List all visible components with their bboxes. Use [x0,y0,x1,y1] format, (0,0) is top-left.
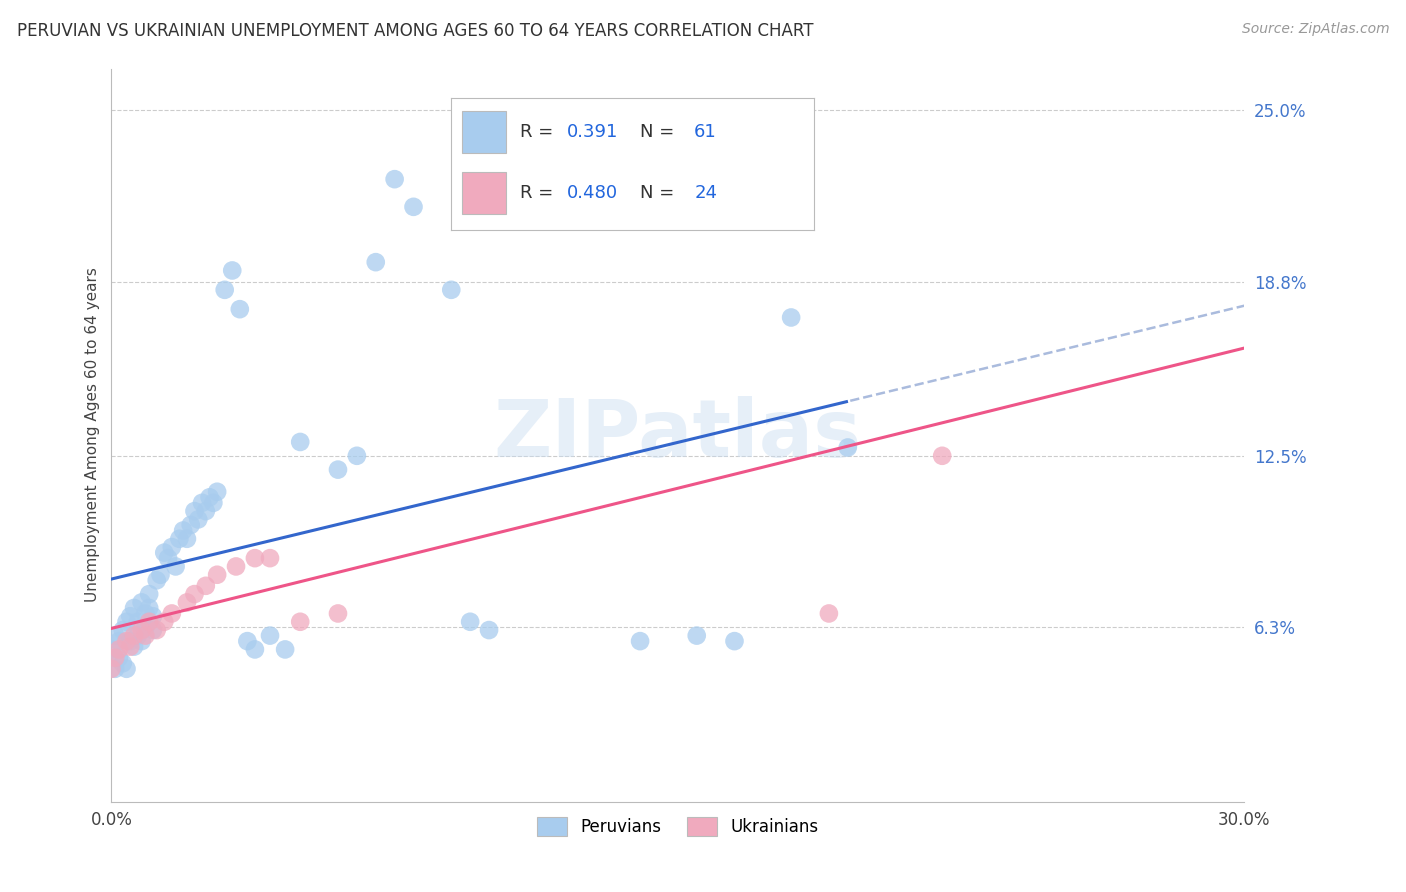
Point [111,623,134,637]
Point [145,574,167,588]
Point [122,640,145,654]
Point [160,540,183,554]
Point [176,595,198,609]
Point [686,629,709,643]
Point [440,283,463,297]
Point [120,634,142,648]
Point [290,615,312,629]
Point [931,449,953,463]
Point [243,642,266,657]
Point [153,546,176,560]
Point [145,623,167,637]
Point [131,634,153,648]
Point [134,629,156,643]
Point [131,595,153,609]
Point [236,634,259,648]
Point [176,532,198,546]
Point [198,490,221,504]
Point [100,662,122,676]
Point [205,484,228,499]
Point [108,634,131,648]
Point [115,615,138,629]
Point [134,607,156,621]
Point [104,629,127,643]
Point [120,640,142,654]
Point [142,609,165,624]
Point [478,623,501,637]
Legend: Peruvians, Ukrainians: Peruvians, Ukrainians [529,809,827,845]
Point [134,620,156,634]
Text: PERUVIAN VS UKRAINIAN UNEMPLOYMENT AMONG AGES 60 TO 64 YEARS CORRELATION CHART: PERUVIAN VS UKRAINIAN UNEMPLOYMENT AMONG… [17,22,814,40]
Point [153,615,176,629]
Point [104,662,127,676]
Point [127,615,149,629]
Point [100,642,122,657]
Point [131,623,153,637]
Point [183,504,205,518]
Point [138,615,160,629]
Point [628,634,651,648]
Point [205,567,228,582]
Point [104,650,127,665]
Point [172,524,194,538]
Point [108,650,131,665]
Point [160,607,183,621]
Point [187,512,209,526]
Point [138,601,160,615]
Point [108,642,131,657]
Point [183,587,205,601]
Point [458,615,481,629]
Point [214,283,236,297]
Point [169,532,191,546]
Text: ZIPatlas: ZIPatlas [494,396,862,474]
Point [818,607,841,621]
Point [384,172,406,186]
Point [122,629,145,643]
Point [346,449,368,463]
Point [142,623,165,637]
Point [290,434,312,449]
Point [326,607,349,621]
Point [202,496,225,510]
Point [115,662,138,676]
Point [194,579,217,593]
Point [120,609,142,624]
Point [274,642,297,657]
Point [221,263,243,277]
Point [243,551,266,566]
Point [780,310,803,325]
Point [165,559,187,574]
Text: Source: ZipAtlas.com: Source: ZipAtlas.com [1241,22,1389,37]
Point [122,601,145,615]
Point [572,200,595,214]
Point [191,496,214,510]
Point [326,462,349,476]
Point [259,629,281,643]
Point [194,504,217,518]
Point [225,559,247,574]
Point [111,657,134,671]
Point [229,302,252,317]
Point [259,551,281,566]
Point [157,551,180,566]
Point [138,587,160,601]
Point [149,567,172,582]
Y-axis label: Unemployment Among Ages 60 to 64 years: Unemployment Among Ages 60 to 64 years [86,268,100,602]
Point [115,634,138,648]
Point [127,629,149,643]
Point [723,634,745,648]
Point [837,441,859,455]
Point [364,255,387,269]
Point [402,200,425,214]
Point [180,518,202,533]
